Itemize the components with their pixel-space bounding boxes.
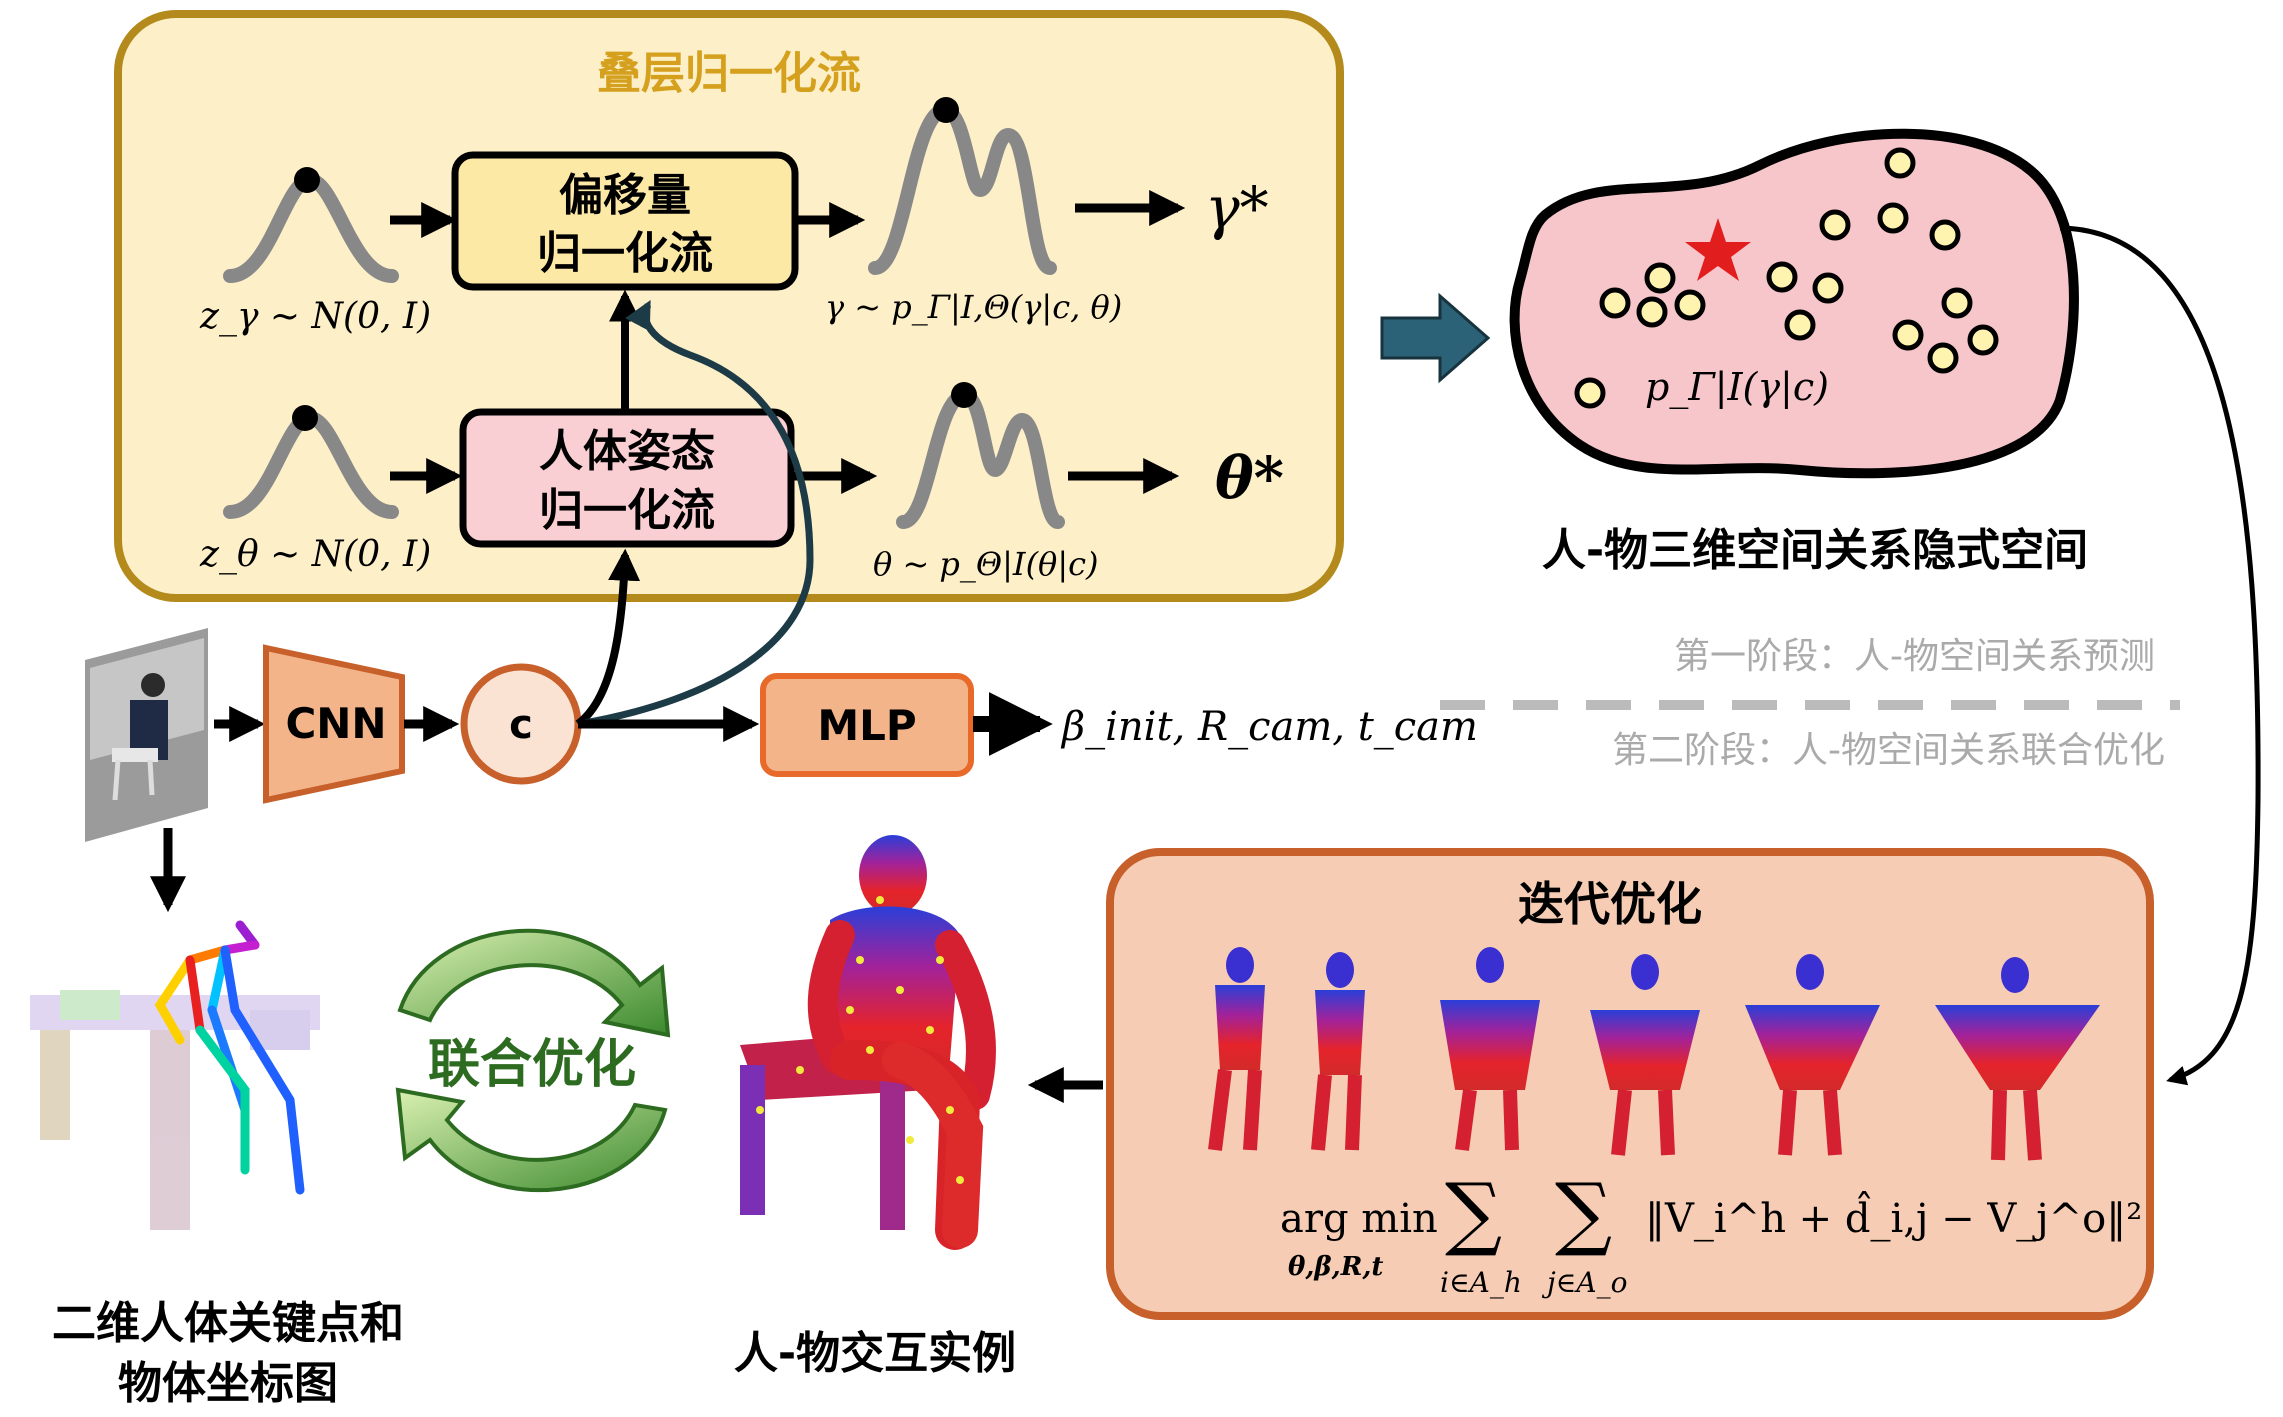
- gaussian-sample-dot-top: [294, 167, 320, 193]
- arrow-c-to-offset-flow: [577, 300, 814, 728]
- pose-flow-line2: 归一化流: [539, 485, 715, 536]
- gamma-star-label: γ*: [1205, 174, 1269, 242]
- optimization-step-figures: [1208, 947, 2100, 1161]
- keypoints-caption-line2: 物体坐标图: [118, 1358, 338, 1409]
- input-image: [85, 628, 208, 842]
- gamma-dist-label: γ ~ p_Γ|I,Θ(γ|c, θ): [825, 288, 1122, 326]
- formula-argmin: arg min: [1280, 1196, 1438, 1242]
- hoi-instance-mesh: [740, 835, 996, 1250]
- formula-body: ‖V_i^h + d̂_i,j − V_j^o‖²: [1645, 1192, 2142, 1242]
- z-theta-label: z_θ ~ N(0, I): [199, 534, 431, 575]
- mlp-output-label: β_init, R_cam, t_cam: [1060, 704, 1478, 750]
- star-icon: [1685, 218, 1751, 281]
- formula-sum2-sub: j∈A_o: [1541, 1266, 1628, 1299]
- theta-dist-label: θ ~ p_Θ|I(θ|c): [873, 545, 1099, 583]
- latent-space-label: p_Γ|I(γ|c): [1645, 365, 1829, 410]
- formula-sum1-sub: i∈A_h: [1440, 1266, 1522, 1299]
- latent-space-blob: [1509, 128, 2079, 479]
- hoi-instance-caption: 人-物交互实例: [734, 1328, 1016, 1379]
- formula-argmin-sub: θ,β,R,t: [1288, 1252, 1383, 1282]
- z-gamma-label: z_γ ~ N(0, I): [199, 296, 431, 337]
- stacked-flow-title: 叠层归一化流: [597, 48, 861, 99]
- teal-arrow-to-latent: [1380, 292, 1491, 384]
- theta-star-label: θ*: [1215, 444, 1284, 512]
- cnn-block: [263, 644, 405, 804]
- formula-sum2: ∑: [1555, 1166, 1612, 1259]
- latent-space-caption: 人-物三维空间关系隐式空间: [1542, 525, 2088, 576]
- mlp-label: MLP: [817, 701, 916, 750]
- cnn-label: CNN: [285, 699, 386, 748]
- offset-flow-line2: 归一化流: [537, 228, 713, 279]
- stage1-label: 第一阶段：人-物空间关系预测: [1674, 636, 2155, 677]
- arrow-c-to-pose-flow: [575, 548, 641, 728]
- formula-sum1: ∑: [1445, 1166, 1502, 1259]
- gaussian-sample-dot-bottom: [292, 405, 318, 431]
- cycle-arrow-bottom: [395, 1087, 668, 1193]
- joint-optimization-label: 联合优化: [428, 1035, 636, 1095]
- theta-sample-dot: [951, 382, 977, 408]
- offset-flow-line1: 偏移量: [559, 170, 691, 221]
- pose-flow-line1: 人体姿态: [539, 426, 715, 477]
- mlp-block: [760, 673, 974, 777]
- gamma-sample-dot: [933, 97, 959, 123]
- object-coordinate-map: [30, 990, 320, 1230]
- keypoints-caption-line1: 二维人体关键点和: [52, 1298, 404, 1349]
- gamma-distribution-curve: [868, 102, 1057, 275]
- human-keypoints-skeleton: [154, 920, 305, 1195]
- iterative-optimization-title: 迭代优化: [1518, 877, 1702, 931]
- stage2-label: 第二阶段：人-物空间关系联合优化: [1612, 730, 2165, 771]
- cycle-arrow-top: [397, 928, 671, 1038]
- theta-distribution-curve: [896, 387, 1065, 529]
- arrow-latent-to-optim: [2059, 225, 2261, 1086]
- context-feature-label: c: [509, 702, 533, 748]
- latent-sample-dots: [1574, 147, 1999, 409]
